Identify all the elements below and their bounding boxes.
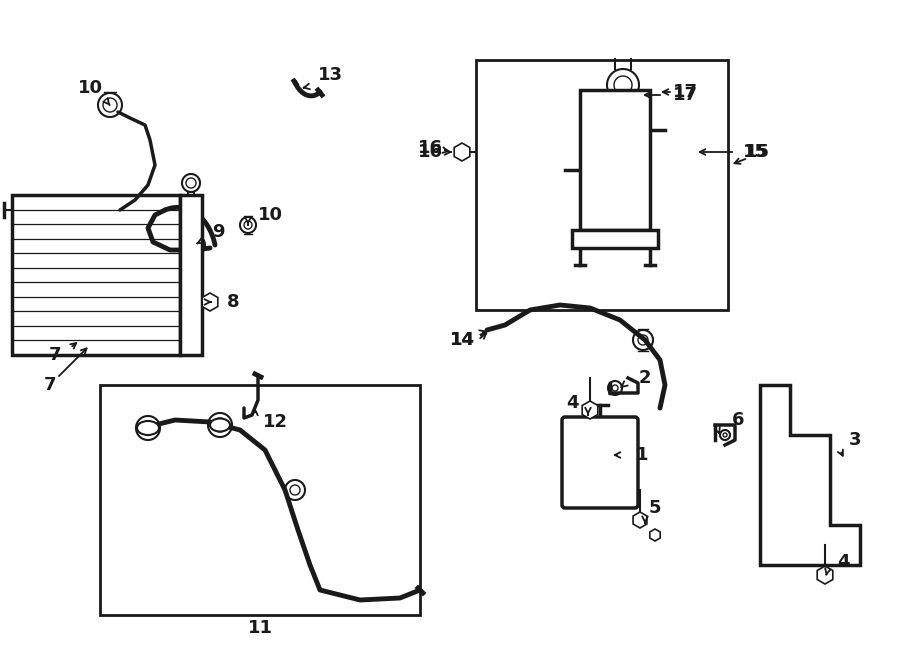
Text: 2: 2 [639, 369, 652, 387]
Polygon shape [582, 444, 618, 480]
Ellipse shape [137, 421, 159, 435]
Text: 14: 14 [449, 331, 474, 349]
Polygon shape [772, 537, 788, 553]
Polygon shape [817, 566, 833, 584]
Polygon shape [185, 235, 205, 255]
Polygon shape [633, 512, 647, 528]
Polygon shape [213, 418, 227, 432]
Polygon shape [202, 293, 218, 311]
Text: 10: 10 [77, 79, 103, 97]
Polygon shape [614, 76, 632, 94]
Polygon shape [208, 413, 232, 437]
Text: 10: 10 [257, 206, 283, 224]
Polygon shape [182, 174, 200, 192]
Text: 17: 17 [672, 86, 698, 104]
Polygon shape [774, 409, 786, 421]
Polygon shape [189, 239, 201, 251]
Polygon shape [770, 405, 790, 425]
Polygon shape [607, 69, 639, 101]
Polygon shape [240, 217, 256, 233]
Text: 12: 12 [263, 413, 287, 431]
Bar [180, 195, 202, 355]
Polygon shape [720, 430, 730, 440]
Text: 7: 7 [44, 376, 56, 394]
Text: 4: 4 [566, 394, 578, 412]
Text: 4: 4 [837, 553, 850, 571]
Polygon shape [834, 539, 846, 551]
Polygon shape [98, 93, 122, 117]
FancyBboxPatch shape [562, 417, 638, 508]
Polygon shape [136, 416, 160, 440]
Polygon shape [141, 421, 155, 435]
Polygon shape [103, 98, 117, 112]
Polygon shape [454, 143, 470, 161]
Bar [12, 195, 180, 355]
Text: 1: 1 [635, 446, 648, 464]
Polygon shape [650, 529, 661, 541]
Polygon shape [608, 381, 622, 395]
Polygon shape [830, 535, 850, 555]
Polygon shape [723, 433, 727, 437]
Text: 14: 14 [449, 331, 474, 349]
Polygon shape [582, 401, 598, 419]
Ellipse shape [210, 418, 230, 432]
Bar [580, 90, 650, 230]
Polygon shape [638, 335, 648, 345]
Polygon shape [612, 385, 618, 391]
Text: 15: 15 [742, 143, 768, 161]
Text: 13: 13 [318, 66, 343, 84]
Text: 11: 11 [248, 619, 273, 637]
Text: 15: 15 [744, 143, 770, 161]
Polygon shape [186, 178, 196, 188]
Bar [572, 230, 658, 248]
Polygon shape [244, 221, 252, 229]
Polygon shape [776, 541, 784, 549]
Text: 17: 17 [672, 83, 698, 101]
Bar [476, 60, 728, 310]
Polygon shape [290, 485, 300, 495]
Text: 16: 16 [418, 143, 443, 161]
Polygon shape [590, 452, 610, 472]
Text: 3: 3 [849, 431, 861, 449]
Text: 5: 5 [649, 499, 662, 517]
Polygon shape [760, 385, 860, 565]
Polygon shape [633, 330, 653, 350]
Polygon shape [285, 480, 305, 500]
Text: 6: 6 [732, 411, 744, 429]
Text: 8: 8 [227, 293, 239, 311]
Bar [100, 385, 420, 615]
Text: 9: 9 [212, 223, 224, 241]
Text: 7: 7 [49, 346, 61, 364]
Text: 16: 16 [418, 139, 443, 157]
